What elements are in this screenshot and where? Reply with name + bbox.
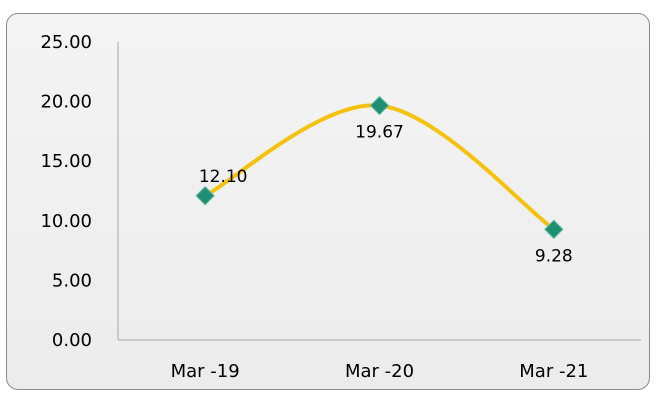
y-tick-label: 20.00 [40, 92, 92, 113]
x-axis-ticks: Mar -19 Mar -20 Mar -21 [171, 361, 589, 382]
data-point-marker [369, 95, 390, 116]
data-point-marker [544, 219, 564, 240]
y-tick-label: 0.00 [52, 330, 92, 351]
x-tick-label: Mar -20 [345, 361, 414, 382]
x-tick-label: Mar -19 [171, 361, 240, 382]
y-axis-ticks: 0.00 5.00 10.00 15.00 20.00 25.00 [40, 32, 92, 351]
data-point-marker [195, 186, 215, 206]
x-tick-label: Mar -21 [519, 361, 588, 382]
data-labels: 12.10 19.67 9.28 [199, 123, 573, 267]
y-tick-label: 10.00 [40, 211, 92, 232]
y-tick-label: 15.00 [40, 151, 92, 172]
series-markers [195, 95, 564, 240]
data-label: 19.67 [355, 123, 404, 143]
data-label: 12.10 [199, 167, 248, 187]
y-tick-label: 25.00 [40, 32, 92, 53]
data-label: 9.28 [535, 246, 573, 266]
y-tick-label: 5.00 [52, 270, 92, 291]
chart-frame: 0.00 5.00 10.00 15.00 20.00 25.00 Mar -19 Mar … [6, 13, 650, 390]
